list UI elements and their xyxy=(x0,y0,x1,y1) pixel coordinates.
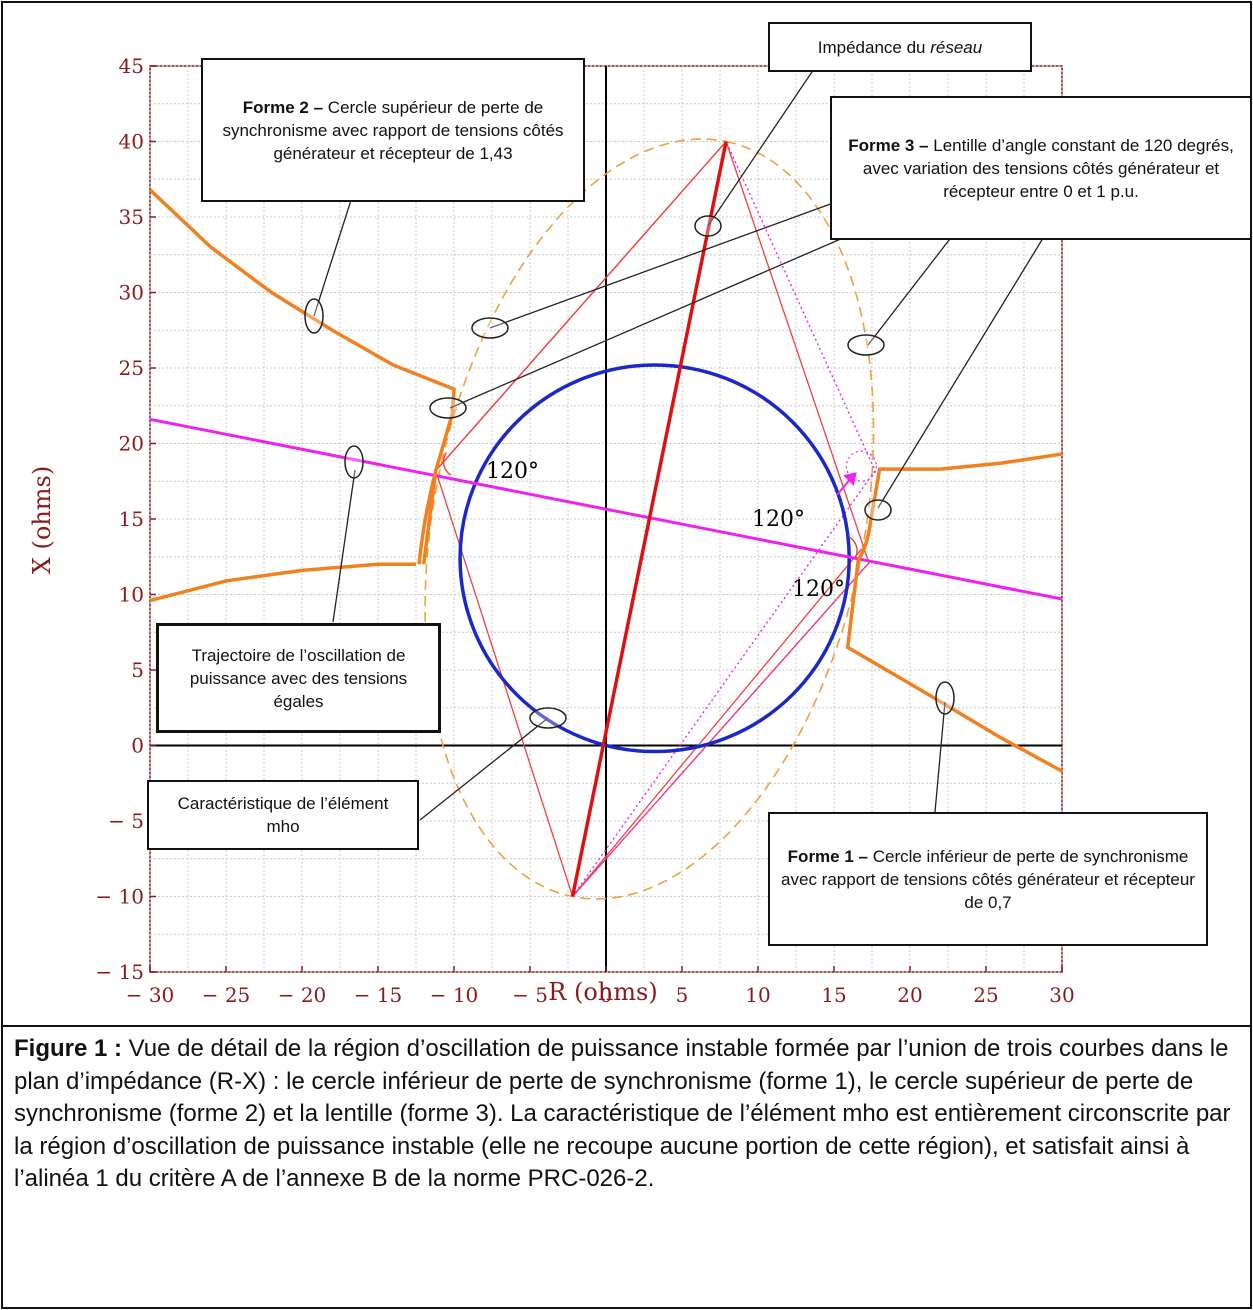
leader-form3-a xyxy=(489,185,881,329)
x-tick-label: − 5 xyxy=(512,983,548,1007)
callout-form1: Forme 1 – Cercle inférieur de perte de s… xyxy=(768,812,1208,946)
network-italic: réseau xyxy=(930,37,983,57)
callout-form2: Forme 2 – Cercle supérieur de perte de s… xyxy=(201,58,585,202)
x-tick-label: − 10 xyxy=(430,983,479,1007)
series-layer xyxy=(148,138,1063,900)
angle-label-120: 120° xyxy=(792,577,845,602)
callout-network-impedance: Impédance du réseau xyxy=(768,22,1032,72)
trajectory-text: Trajectoire de l’oscillation de puissanc… xyxy=(189,645,408,711)
form3-title: Forme 3 – xyxy=(848,135,929,155)
oval-form3-c xyxy=(847,334,885,356)
y-tick-label: 25 xyxy=(119,356,144,380)
oval-form3-a xyxy=(471,317,509,339)
y-axis-label: X (ohms) xyxy=(28,466,56,574)
leader-form1 xyxy=(934,701,946,813)
angle-label-120: 120° xyxy=(752,507,805,532)
form1-curve-join xyxy=(856,521,873,561)
form3-text: Lentille d’angle constant de 120 degrés,… xyxy=(862,135,1234,201)
form2-curve-join xyxy=(417,470,438,565)
dotted-angle-arc xyxy=(845,450,877,482)
y-tick-label: 10 xyxy=(119,583,144,607)
x-tick-label: 10 xyxy=(745,983,770,1007)
x-tick-label: 0 xyxy=(600,983,613,1007)
dotted-magenta-inner xyxy=(572,562,870,897)
y-tick-label: 45 xyxy=(119,54,144,78)
y-tick-label: 0 xyxy=(131,734,144,758)
x-tick-label: 5 xyxy=(676,983,689,1007)
callout-mho: Caractéristique de l’élément mho xyxy=(147,780,419,850)
form2-text: Cercle supérieur de perte de synchronism… xyxy=(222,97,564,163)
lens-inner-line xyxy=(572,548,862,897)
oval-mho xyxy=(529,707,567,729)
leader-network xyxy=(707,59,821,227)
x-tick-label: − 30 xyxy=(126,983,175,1007)
form1-title: Forme 1 – xyxy=(787,846,868,866)
x-tick-label: 25 xyxy=(973,983,998,1007)
caption-text: Vue de détail de la région d’oscillation… xyxy=(14,1035,1231,1192)
angle-arc-left xyxy=(442,452,452,476)
leader-form3-b xyxy=(449,221,881,409)
oval-form3-d xyxy=(864,499,892,521)
x-tick-label: 15 xyxy=(821,983,846,1007)
swing-trajectory-line xyxy=(149,417,1063,601)
callout-form3: Forme 3 – Lentille d’angle constant de 1… xyxy=(830,96,1252,240)
x-tick-label: − 20 xyxy=(278,983,327,1007)
oval-network xyxy=(694,215,722,237)
y-tick-label: 5 xyxy=(131,658,144,682)
callout-trajectory: Trajectoire de l’oscillation de puissanc… xyxy=(156,623,441,733)
lens-side xyxy=(725,141,870,563)
y-tick-label: − 5 xyxy=(108,809,144,833)
caption-title: Figure 1 : xyxy=(14,1035,123,1062)
x-tick-label: − 25 xyxy=(202,983,251,1007)
form2-title: Forme 2 – xyxy=(242,97,324,117)
angle-arc-right xyxy=(848,536,858,559)
oval-trajectory xyxy=(344,445,364,479)
form1-curve xyxy=(845,559,1063,773)
x-axis-label: R (ohms) xyxy=(548,978,657,1006)
network-impedance-line xyxy=(570,141,728,897)
y-tick-label: 40 xyxy=(119,130,144,154)
leader-form3-d xyxy=(877,229,1049,509)
lens-inner-line-2 xyxy=(435,141,727,472)
y-tick-label: 35 xyxy=(119,205,144,229)
oval-form2 xyxy=(304,298,324,334)
y-tick-label: − 10 xyxy=(95,885,144,909)
form1-text: Cercle inférieur de perte de synchronism… xyxy=(781,846,1195,912)
mho-text: Caractéristique de l’élément mho xyxy=(177,794,389,836)
figure-caption: Figure 1 : Vue de détail de la région d’… xyxy=(14,1033,1239,1196)
oval-form3-b xyxy=(429,397,467,419)
y-tick-label: − 15 xyxy=(95,960,144,984)
y-tick-label: 30 xyxy=(119,281,144,305)
x-tick-label: − 15 xyxy=(354,983,403,1007)
form-curve-left-lower xyxy=(149,562,416,603)
angle-pointer-head xyxy=(843,472,857,486)
lens-side xyxy=(435,470,574,897)
x-tick-label: 20 xyxy=(897,983,922,1007)
network-text: Impédance du xyxy=(817,37,931,57)
y-tick-label: 20 xyxy=(119,432,144,456)
angle-labels: 120° 120° 120° xyxy=(442,452,858,602)
angle-label-120: 120° xyxy=(486,459,539,484)
form-curve-right-upper xyxy=(868,452,1063,523)
oval-form1 xyxy=(935,681,955,715)
y-tick-label: 15 xyxy=(119,507,144,531)
leader-mho xyxy=(419,717,549,821)
x-tick-label: 30 xyxy=(1049,983,1074,1007)
leader-trajectory xyxy=(332,469,356,623)
tick-labels: − 30 − 25 − 20 − 15 − 10 − 5 0 5 10 15 20 25 30 − 15 −… xyxy=(95,54,1074,1007)
form2-curve xyxy=(148,188,456,565)
